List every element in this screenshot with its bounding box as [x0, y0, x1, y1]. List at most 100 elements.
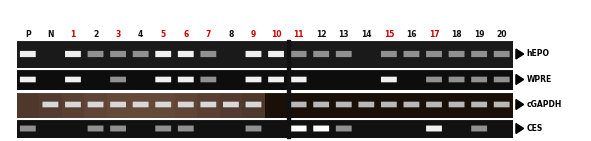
Polygon shape — [516, 124, 524, 133]
Text: 9: 9 — [251, 30, 256, 39]
FancyBboxPatch shape — [133, 102, 148, 107]
Text: 8: 8 — [228, 30, 233, 39]
Text: WPRE: WPRE — [527, 75, 552, 84]
Bar — [61, 92, 85, 117]
FancyBboxPatch shape — [291, 51, 307, 57]
Bar — [197, 92, 220, 117]
FancyBboxPatch shape — [449, 102, 465, 107]
Text: CES: CES — [527, 124, 543, 133]
FancyBboxPatch shape — [381, 77, 397, 82]
Text: 20: 20 — [496, 30, 507, 39]
Text: 15: 15 — [384, 30, 394, 39]
Text: 13: 13 — [339, 30, 349, 39]
FancyBboxPatch shape — [449, 77, 465, 82]
FancyBboxPatch shape — [493, 77, 509, 82]
FancyBboxPatch shape — [471, 51, 487, 57]
FancyBboxPatch shape — [87, 102, 103, 107]
FancyBboxPatch shape — [404, 51, 420, 57]
FancyBboxPatch shape — [200, 102, 216, 107]
FancyBboxPatch shape — [110, 102, 126, 107]
FancyBboxPatch shape — [246, 102, 261, 107]
FancyBboxPatch shape — [471, 125, 487, 131]
Bar — [17, 92, 39, 117]
FancyBboxPatch shape — [155, 77, 171, 82]
Bar — [107, 92, 129, 117]
Text: 18: 18 — [452, 30, 462, 39]
Text: 19: 19 — [474, 30, 485, 39]
FancyBboxPatch shape — [43, 102, 59, 107]
FancyBboxPatch shape — [268, 51, 284, 57]
FancyBboxPatch shape — [155, 51, 171, 57]
Bar — [220, 92, 242, 117]
Bar — [17, 40, 513, 68]
Text: 6: 6 — [183, 30, 189, 39]
FancyBboxPatch shape — [87, 125, 103, 131]
FancyBboxPatch shape — [313, 102, 329, 107]
Bar — [17, 119, 513, 138]
FancyBboxPatch shape — [65, 102, 81, 107]
Text: 10: 10 — [271, 30, 281, 39]
Polygon shape — [516, 75, 524, 84]
FancyBboxPatch shape — [291, 102, 307, 107]
Bar — [152, 92, 174, 117]
FancyBboxPatch shape — [471, 102, 487, 107]
Bar — [85, 92, 107, 117]
FancyBboxPatch shape — [155, 125, 171, 131]
FancyBboxPatch shape — [336, 51, 352, 57]
Bar — [129, 92, 152, 117]
FancyBboxPatch shape — [110, 77, 126, 82]
FancyBboxPatch shape — [471, 77, 487, 82]
FancyBboxPatch shape — [291, 125, 307, 131]
Polygon shape — [516, 49, 524, 59]
FancyBboxPatch shape — [268, 77, 284, 82]
FancyBboxPatch shape — [87, 51, 103, 57]
FancyBboxPatch shape — [426, 77, 442, 82]
Bar — [242, 92, 265, 117]
FancyBboxPatch shape — [381, 102, 397, 107]
FancyBboxPatch shape — [426, 51, 442, 57]
FancyBboxPatch shape — [178, 125, 194, 131]
Text: 5: 5 — [161, 30, 166, 39]
FancyBboxPatch shape — [291, 77, 307, 82]
FancyBboxPatch shape — [200, 77, 216, 82]
FancyBboxPatch shape — [313, 125, 329, 131]
FancyBboxPatch shape — [493, 51, 509, 57]
FancyBboxPatch shape — [336, 102, 352, 107]
FancyBboxPatch shape — [20, 51, 35, 57]
Text: N: N — [47, 30, 54, 39]
FancyBboxPatch shape — [358, 102, 374, 107]
Text: 2: 2 — [93, 30, 98, 39]
Text: P: P — [25, 30, 31, 39]
FancyBboxPatch shape — [426, 102, 442, 107]
Bar — [39, 92, 61, 117]
FancyBboxPatch shape — [246, 77, 261, 82]
FancyBboxPatch shape — [493, 102, 509, 107]
FancyBboxPatch shape — [404, 102, 420, 107]
FancyBboxPatch shape — [200, 51, 216, 57]
FancyBboxPatch shape — [223, 102, 239, 107]
Bar — [174, 92, 197, 117]
FancyBboxPatch shape — [449, 51, 465, 57]
FancyBboxPatch shape — [20, 125, 35, 131]
FancyBboxPatch shape — [20, 77, 35, 82]
Text: 3: 3 — [115, 30, 121, 39]
FancyBboxPatch shape — [110, 51, 126, 57]
Text: 1: 1 — [70, 30, 76, 39]
Bar — [17, 92, 513, 117]
Text: 17: 17 — [428, 30, 439, 39]
Bar — [17, 69, 513, 90]
FancyBboxPatch shape — [110, 125, 126, 131]
FancyBboxPatch shape — [178, 51, 194, 57]
Text: 14: 14 — [361, 30, 372, 39]
FancyBboxPatch shape — [246, 125, 261, 131]
Polygon shape — [516, 100, 524, 109]
FancyBboxPatch shape — [65, 51, 81, 57]
Text: 7: 7 — [206, 30, 211, 39]
FancyBboxPatch shape — [381, 51, 397, 57]
Text: hEPO: hEPO — [527, 49, 550, 59]
FancyBboxPatch shape — [336, 125, 352, 131]
Text: 16: 16 — [406, 30, 417, 39]
Text: 11: 11 — [293, 30, 304, 39]
Text: 12: 12 — [316, 30, 326, 39]
FancyBboxPatch shape — [178, 102, 194, 107]
